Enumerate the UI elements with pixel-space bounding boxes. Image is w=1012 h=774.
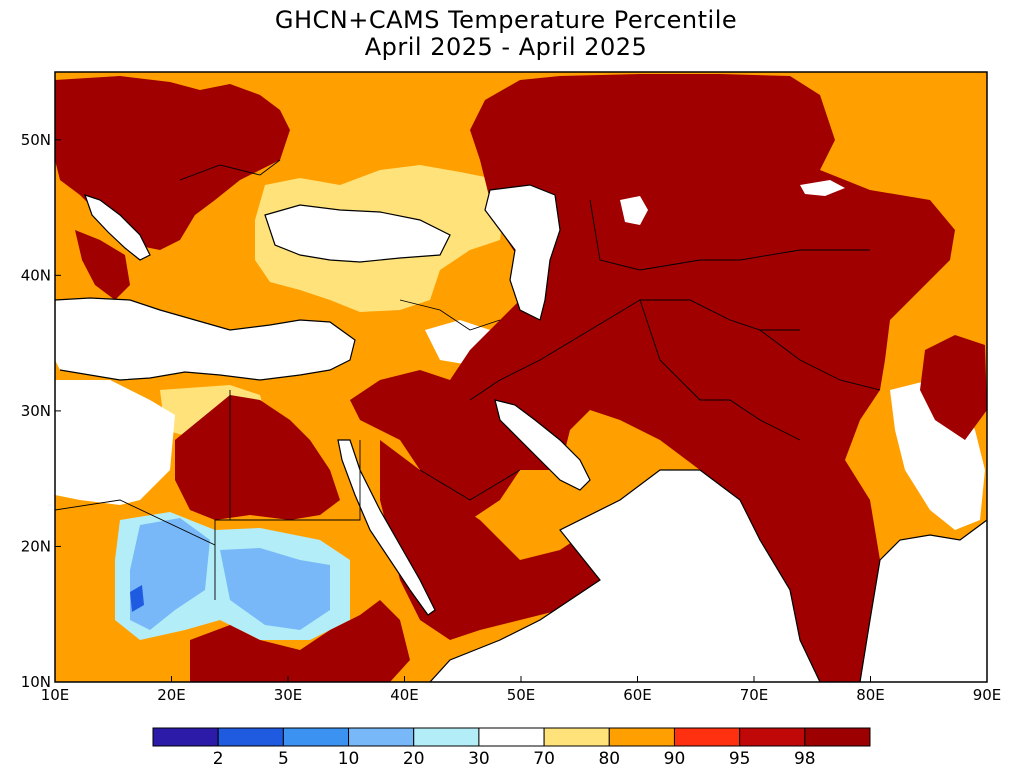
colorbar-label: 70	[533, 749, 555, 769]
map-title: GHCN+CAMS Temperature Percentile	[274, 6, 738, 34]
colorbar-label: 30	[468, 749, 490, 769]
black-sea	[265, 205, 450, 262]
dark-red-region-ethiopia	[190, 600, 410, 682]
colorbar-label: 5	[278, 749, 289, 769]
y-tick-label: 40N	[21, 266, 51, 284]
colorbar-swatch	[282, 727, 350, 747]
colorbar-swatch	[608, 727, 675, 747]
x-tick-label: 40E	[390, 686, 419, 704]
mediterranean-sea	[55, 298, 355, 380]
light-blue-region-chad	[130, 518, 210, 630]
colorbar-label: 2	[213, 749, 224, 769]
dark-red-region-tibet-china	[920, 335, 987, 440]
persian-gulf	[495, 400, 590, 490]
x-tick-label: 10E	[41, 686, 70, 704]
colorbar-swatch	[739, 727, 806, 747]
dark-red-region-egypt-libya	[175, 395, 340, 520]
blue-region-chad-core	[130, 585, 144, 612]
dark-red-region-arabia	[380, 440, 610, 640]
arabian-sea-indian-ocean	[430, 470, 820, 682]
colorbar: 2 5 10 20 30 70 80 90 95 98	[152, 727, 871, 769]
colorbar-swatch	[543, 727, 610, 747]
x-tick-label: 60E	[623, 686, 652, 704]
adriatic-sea	[85, 195, 150, 260]
red-sea	[338, 440, 435, 615]
colorbar-swatch	[217, 727, 284, 747]
x-tick-label: 90E	[973, 686, 1002, 704]
y-tick-label: 30N	[21, 402, 51, 420]
colorbar-label: 20	[403, 749, 425, 769]
dark-red-region-italy	[75, 230, 130, 300]
bay-of-bengal	[860, 520, 987, 682]
aral-sea	[620, 196, 648, 225]
coastlines	[55, 184, 987, 682]
y-tick-label: 20N	[21, 537, 51, 555]
colorbar-label: 80	[598, 749, 620, 769]
colorbar-swatch	[478, 727, 545, 747]
caspian-sea	[485, 185, 560, 320]
x-tick-label: 50E	[507, 686, 536, 704]
colorbar-label: 98	[794, 749, 816, 769]
colorbar-label: 90	[664, 749, 686, 769]
map-subtitle: April 2025 - April 2025	[364, 33, 648, 61]
colorbar-label: 10	[338, 749, 360, 769]
colorbar-label: 95	[729, 749, 751, 769]
x-tick-label: 80E	[856, 686, 885, 704]
colorbar-swatch	[152, 727, 219, 747]
y-tick-label: 10N	[21, 673, 51, 691]
light-blue-region-sudan	[220, 548, 330, 630]
colorbar-swatch	[673, 727, 741, 747]
colorbar-swatch	[348, 727, 415, 747]
x-tick-label: 30E	[274, 686, 303, 704]
colorbar-swatch	[413, 727, 480, 747]
map-plot-area	[55, 72, 987, 682]
y-tick-label: 50N	[21, 131, 51, 149]
dark-red-region-europe	[55, 76, 290, 250]
country-borders	[55, 159, 881, 600]
colorbar-swatch	[804, 727, 871, 747]
x-tick-label: 70E	[740, 686, 769, 704]
map-axes: 10E 20E 30E 40E 50E 60E 70E 80E 90E 10N 20N 30N 40N 5…	[21, 131, 1002, 704]
balkhash-lake	[800, 180, 845, 196]
white-region-west-sahara	[55, 380, 175, 505]
x-tick-label: 20E	[157, 686, 186, 704]
